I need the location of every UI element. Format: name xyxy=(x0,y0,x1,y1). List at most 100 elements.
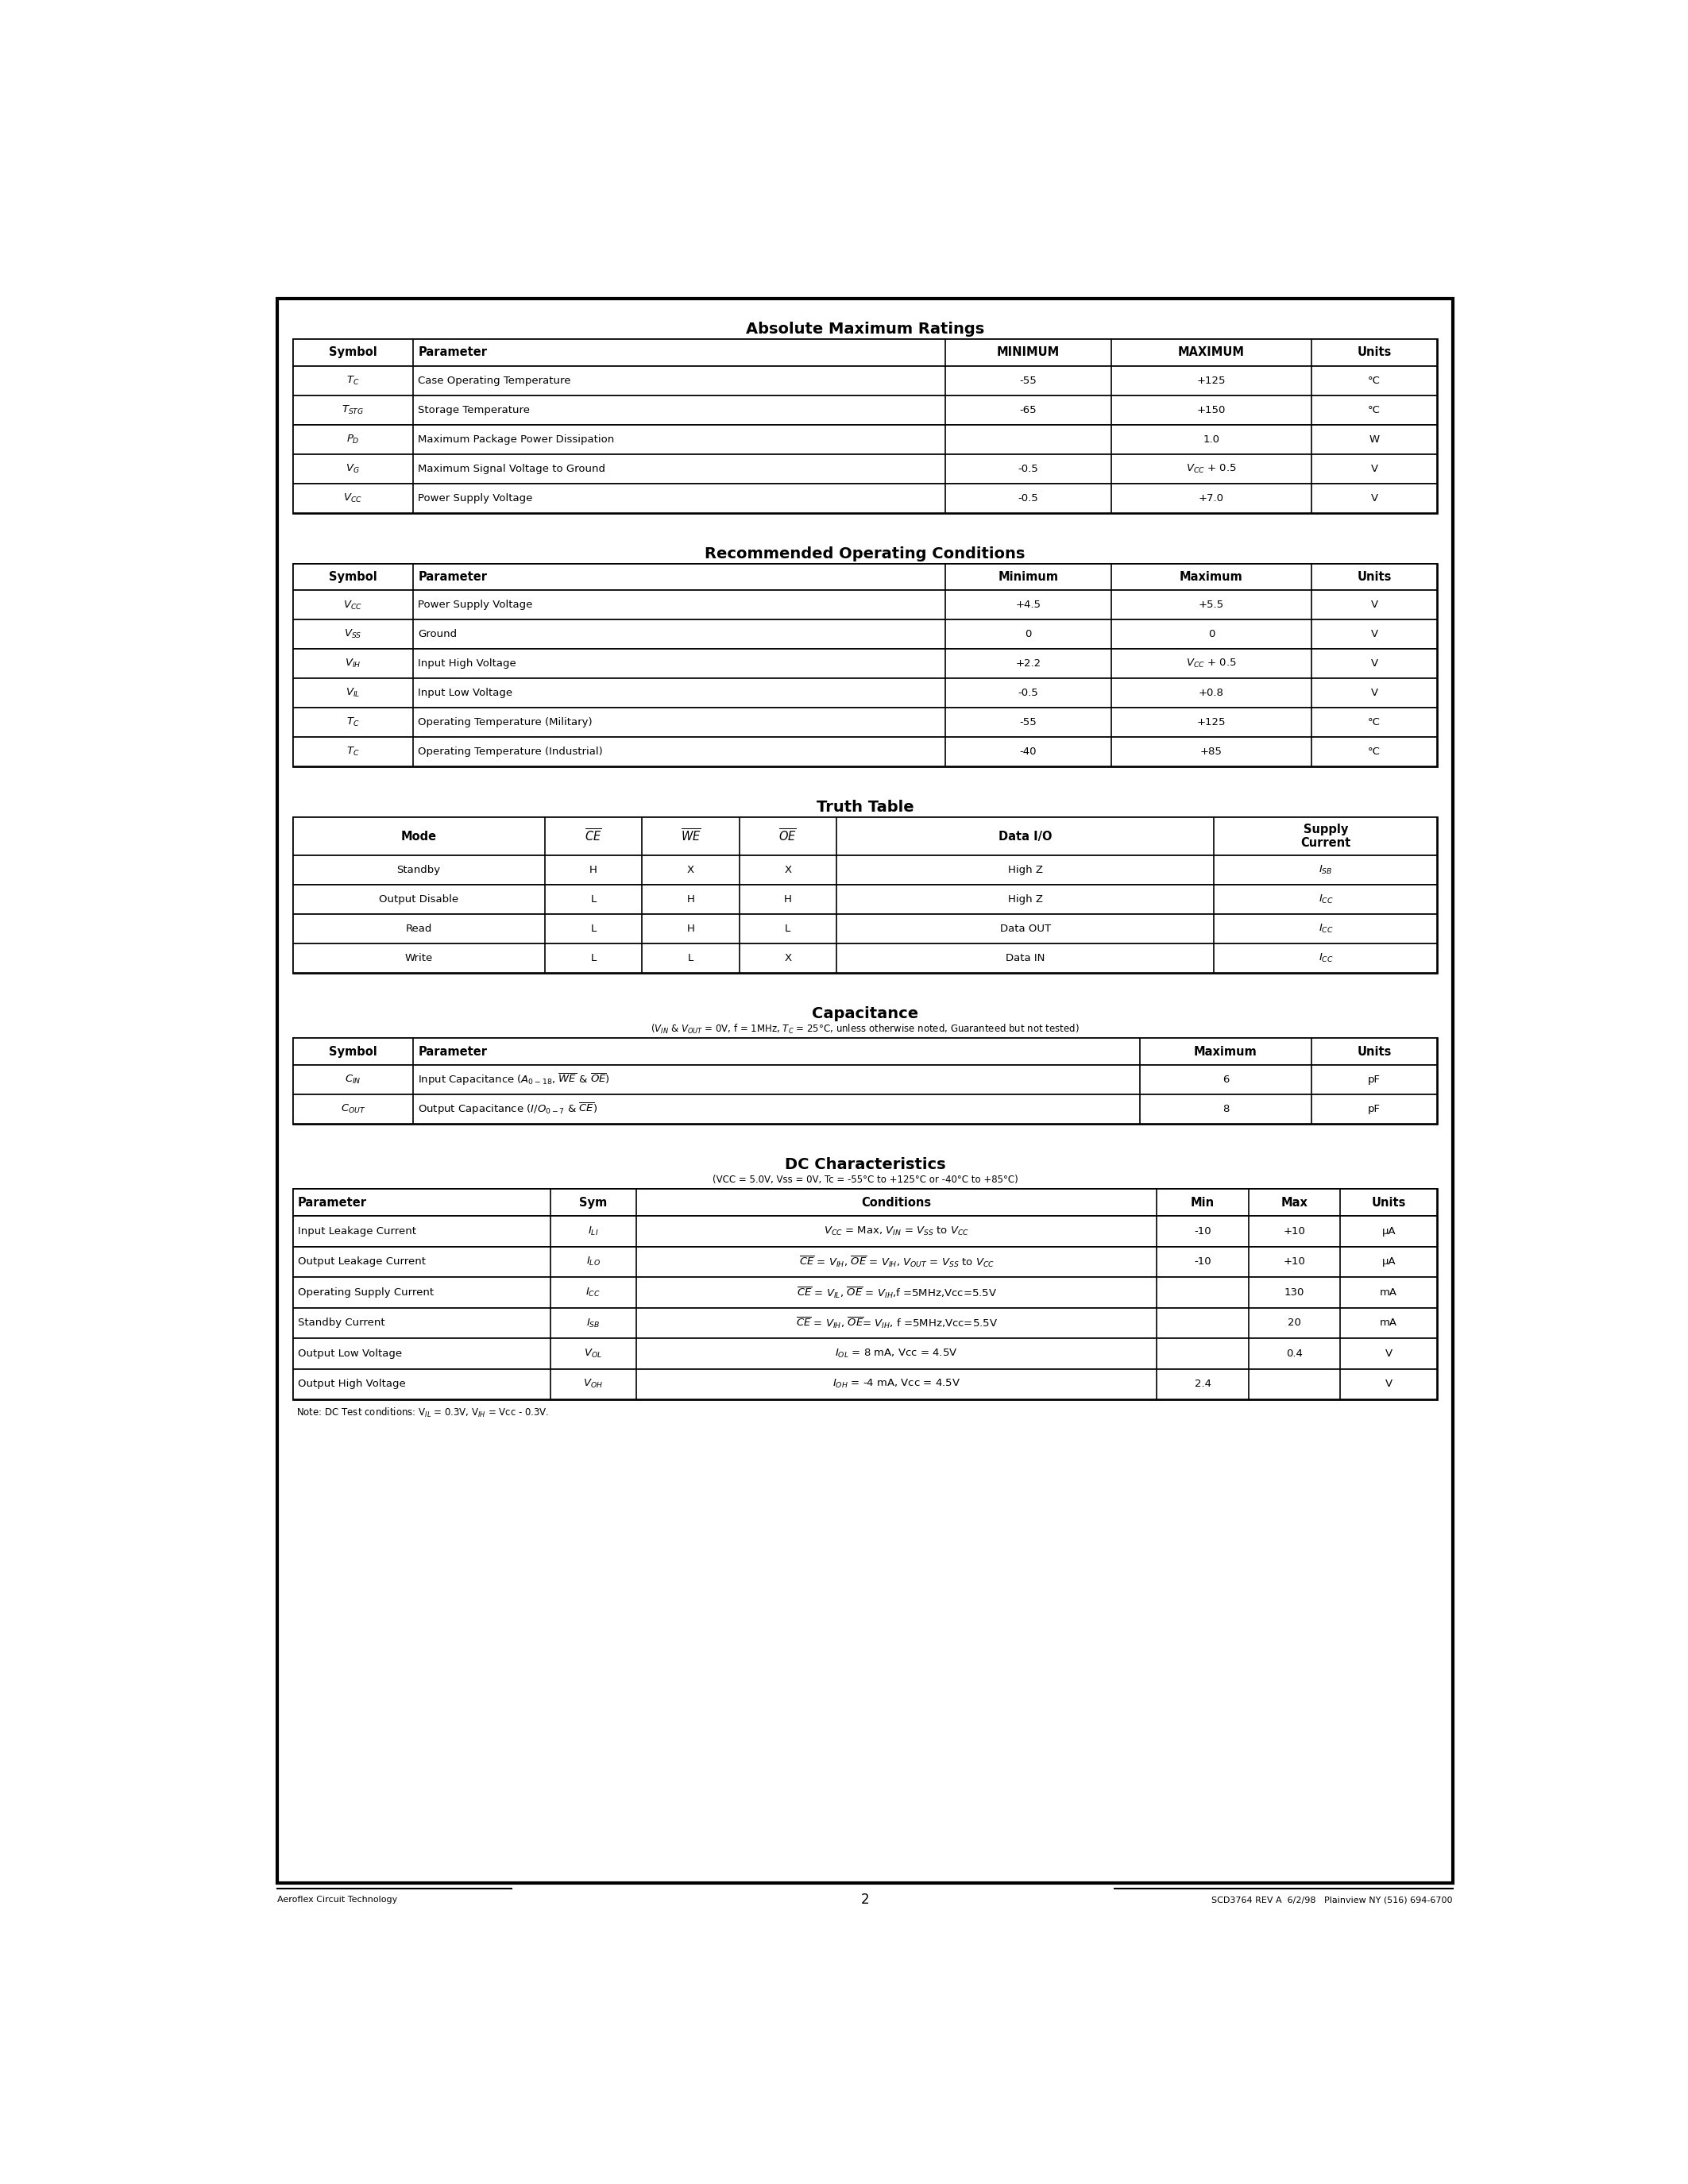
Text: +10: +10 xyxy=(1283,1256,1305,1267)
Text: mA: mA xyxy=(1381,1286,1398,1297)
Text: Storage Temperature: Storage Temperature xyxy=(419,404,530,415)
Text: $\overline{OE}$: $\overline{OE}$ xyxy=(778,828,797,845)
Text: Recommended Operating Conditions: Recommended Operating Conditions xyxy=(706,546,1025,561)
Text: (VCC = 5.0V, Vss = 0V, Tc = -55°C to +125°C or -40°C to +85°C): (VCC = 5.0V, Vss = 0V, Tc = -55°C to +12… xyxy=(712,1175,1018,1186)
Text: Output Disable: Output Disable xyxy=(380,893,459,904)
Text: V: V xyxy=(1371,660,1377,668)
Bar xyxy=(294,454,1436,483)
Text: MINIMUM: MINIMUM xyxy=(996,347,1060,358)
Text: Maximum: Maximum xyxy=(1193,1046,1258,1057)
Text: Min: Min xyxy=(1190,1197,1215,1208)
Text: $V_{IL}$: $V_{IL}$ xyxy=(346,688,360,699)
Text: 8: 8 xyxy=(1222,1103,1229,1114)
Text: $C_{OUT}$: $C_{OUT}$ xyxy=(341,1103,366,1116)
Bar xyxy=(294,563,1436,590)
Text: V: V xyxy=(1371,688,1377,699)
Text: Capacitance: Capacitance xyxy=(812,1007,918,1022)
Text: $T_C$: $T_C$ xyxy=(346,376,360,387)
Text: °C: °C xyxy=(1367,716,1381,727)
Text: Maximum Package Power Dissipation: Maximum Package Power Dissipation xyxy=(419,435,614,446)
Text: +125: +125 xyxy=(1197,376,1225,387)
Text: -0.5: -0.5 xyxy=(1018,463,1038,474)
Text: L: L xyxy=(785,924,790,935)
Bar xyxy=(294,620,1436,649)
Bar xyxy=(294,1188,1436,1400)
Text: L: L xyxy=(591,893,596,904)
Text: Data IN: Data IN xyxy=(1006,952,1045,963)
Text: $V_{OL}$: $V_{OL}$ xyxy=(584,1348,603,1361)
Text: +10: +10 xyxy=(1283,1225,1305,1236)
Bar xyxy=(294,708,1436,738)
Text: Parameter: Parameter xyxy=(419,1046,488,1057)
Text: Absolute Maximum Ratings: Absolute Maximum Ratings xyxy=(746,321,984,336)
Bar xyxy=(294,1369,1436,1400)
Text: Units: Units xyxy=(1371,1197,1406,1208)
Bar xyxy=(294,1278,1436,1308)
Text: $I_{CC}$: $I_{CC}$ xyxy=(1318,893,1334,906)
Bar xyxy=(294,1339,1436,1369)
Text: 2.4: 2.4 xyxy=(1195,1378,1210,1389)
Text: mA: mA xyxy=(1381,1317,1398,1328)
Text: W: W xyxy=(1369,435,1379,446)
Text: Max: Max xyxy=(1281,1197,1308,1208)
Text: Units: Units xyxy=(1357,1046,1391,1057)
Text: Output Leakage Current: Output Leakage Current xyxy=(297,1256,425,1267)
Text: Units: Units xyxy=(1357,570,1391,583)
Text: $T_C$: $T_C$ xyxy=(346,747,360,758)
Text: 1.0: 1.0 xyxy=(1204,435,1220,446)
Text: Conditions: Conditions xyxy=(861,1197,932,1208)
Text: V: V xyxy=(1371,629,1377,640)
Text: SCD3764 REV A  6/2/98   Plainview NY (516) 694-6700: SCD3764 REV A 6/2/98 Plainview NY (516) … xyxy=(1212,1896,1453,1904)
Text: DC Characteristics: DC Characteristics xyxy=(785,1158,945,1173)
Text: Ground: Ground xyxy=(419,629,457,640)
Text: °C: °C xyxy=(1367,404,1381,415)
Bar xyxy=(294,563,1436,767)
Text: $V_{CC}$ + 0.5: $V_{CC}$ + 0.5 xyxy=(1187,657,1237,670)
Text: X: X xyxy=(785,865,792,876)
Text: °C: °C xyxy=(1367,747,1381,758)
Text: Parameter: Parameter xyxy=(419,347,488,358)
Text: $C_{IN}$: $C_{IN}$ xyxy=(344,1075,361,1085)
Text: 0: 0 xyxy=(1209,629,1215,640)
Text: Supply
Current: Supply Current xyxy=(1301,823,1350,850)
Text: +2.2: +2.2 xyxy=(1016,660,1041,668)
Text: Units: Units xyxy=(1357,347,1391,358)
Bar xyxy=(294,424,1436,454)
Bar xyxy=(294,1066,1436,1094)
Text: 0.4: 0.4 xyxy=(1286,1348,1303,1358)
Text: Power Supply Voltage: Power Supply Voltage xyxy=(419,494,533,502)
Text: $I_{SB}$: $I_{SB}$ xyxy=(1318,865,1334,876)
Text: -40: -40 xyxy=(1020,747,1036,758)
Text: $V_{CC}$: $V_{CC}$ xyxy=(343,598,363,612)
Bar xyxy=(294,1037,1436,1125)
Text: +125: +125 xyxy=(1197,716,1225,727)
Text: +0.8: +0.8 xyxy=(1198,688,1224,699)
Text: °C: °C xyxy=(1367,376,1381,387)
Text: $I_{OL}$ = 8 mA, Vcc = 4.5V: $I_{OL}$ = 8 mA, Vcc = 4.5V xyxy=(836,1348,957,1361)
Text: +4.5: +4.5 xyxy=(1016,601,1041,609)
Text: $I_{SB}$: $I_{SB}$ xyxy=(586,1317,601,1330)
Bar xyxy=(277,299,1453,1883)
Text: Data I/O: Data I/O xyxy=(999,830,1052,843)
Text: Power Supply Voltage: Power Supply Voltage xyxy=(419,601,533,609)
Text: Write: Write xyxy=(405,952,432,963)
Text: High Z: High Z xyxy=(1008,893,1043,904)
Text: Maximum Signal Voltage to Ground: Maximum Signal Voltage to Ground xyxy=(419,463,606,474)
Text: V: V xyxy=(1371,494,1377,502)
Text: pF: pF xyxy=(1367,1075,1381,1085)
Text: $\overline{CE}$ = $V_{IH}$, $\overline{OE}$ = $V_{IH}$, $V_{OUT}$ = $V_{SS}$ to : $\overline{CE}$ = $V_{IH}$, $\overline{O… xyxy=(798,1254,994,1269)
Bar xyxy=(294,1216,1436,1247)
Bar xyxy=(294,1188,1436,1216)
Text: $V_G$: $V_G$ xyxy=(346,463,360,474)
Text: +85: +85 xyxy=(1200,747,1222,758)
Text: -10: -10 xyxy=(1193,1256,1212,1267)
Bar xyxy=(294,738,1436,767)
Text: Symbol: Symbol xyxy=(329,570,376,583)
Text: Aeroflex Circuit Technology: Aeroflex Circuit Technology xyxy=(277,1896,398,1904)
Text: $I_{OH}$ = -4 mA, Vcc = 4.5V: $I_{OH}$ = -4 mA, Vcc = 4.5V xyxy=(832,1378,960,1391)
Text: V: V xyxy=(1371,463,1377,474)
Text: Parameter: Parameter xyxy=(297,1197,366,1208)
Text: -0.5: -0.5 xyxy=(1018,688,1038,699)
Text: Output High Voltage: Output High Voltage xyxy=(297,1378,405,1389)
Text: pF: pF xyxy=(1367,1103,1381,1114)
